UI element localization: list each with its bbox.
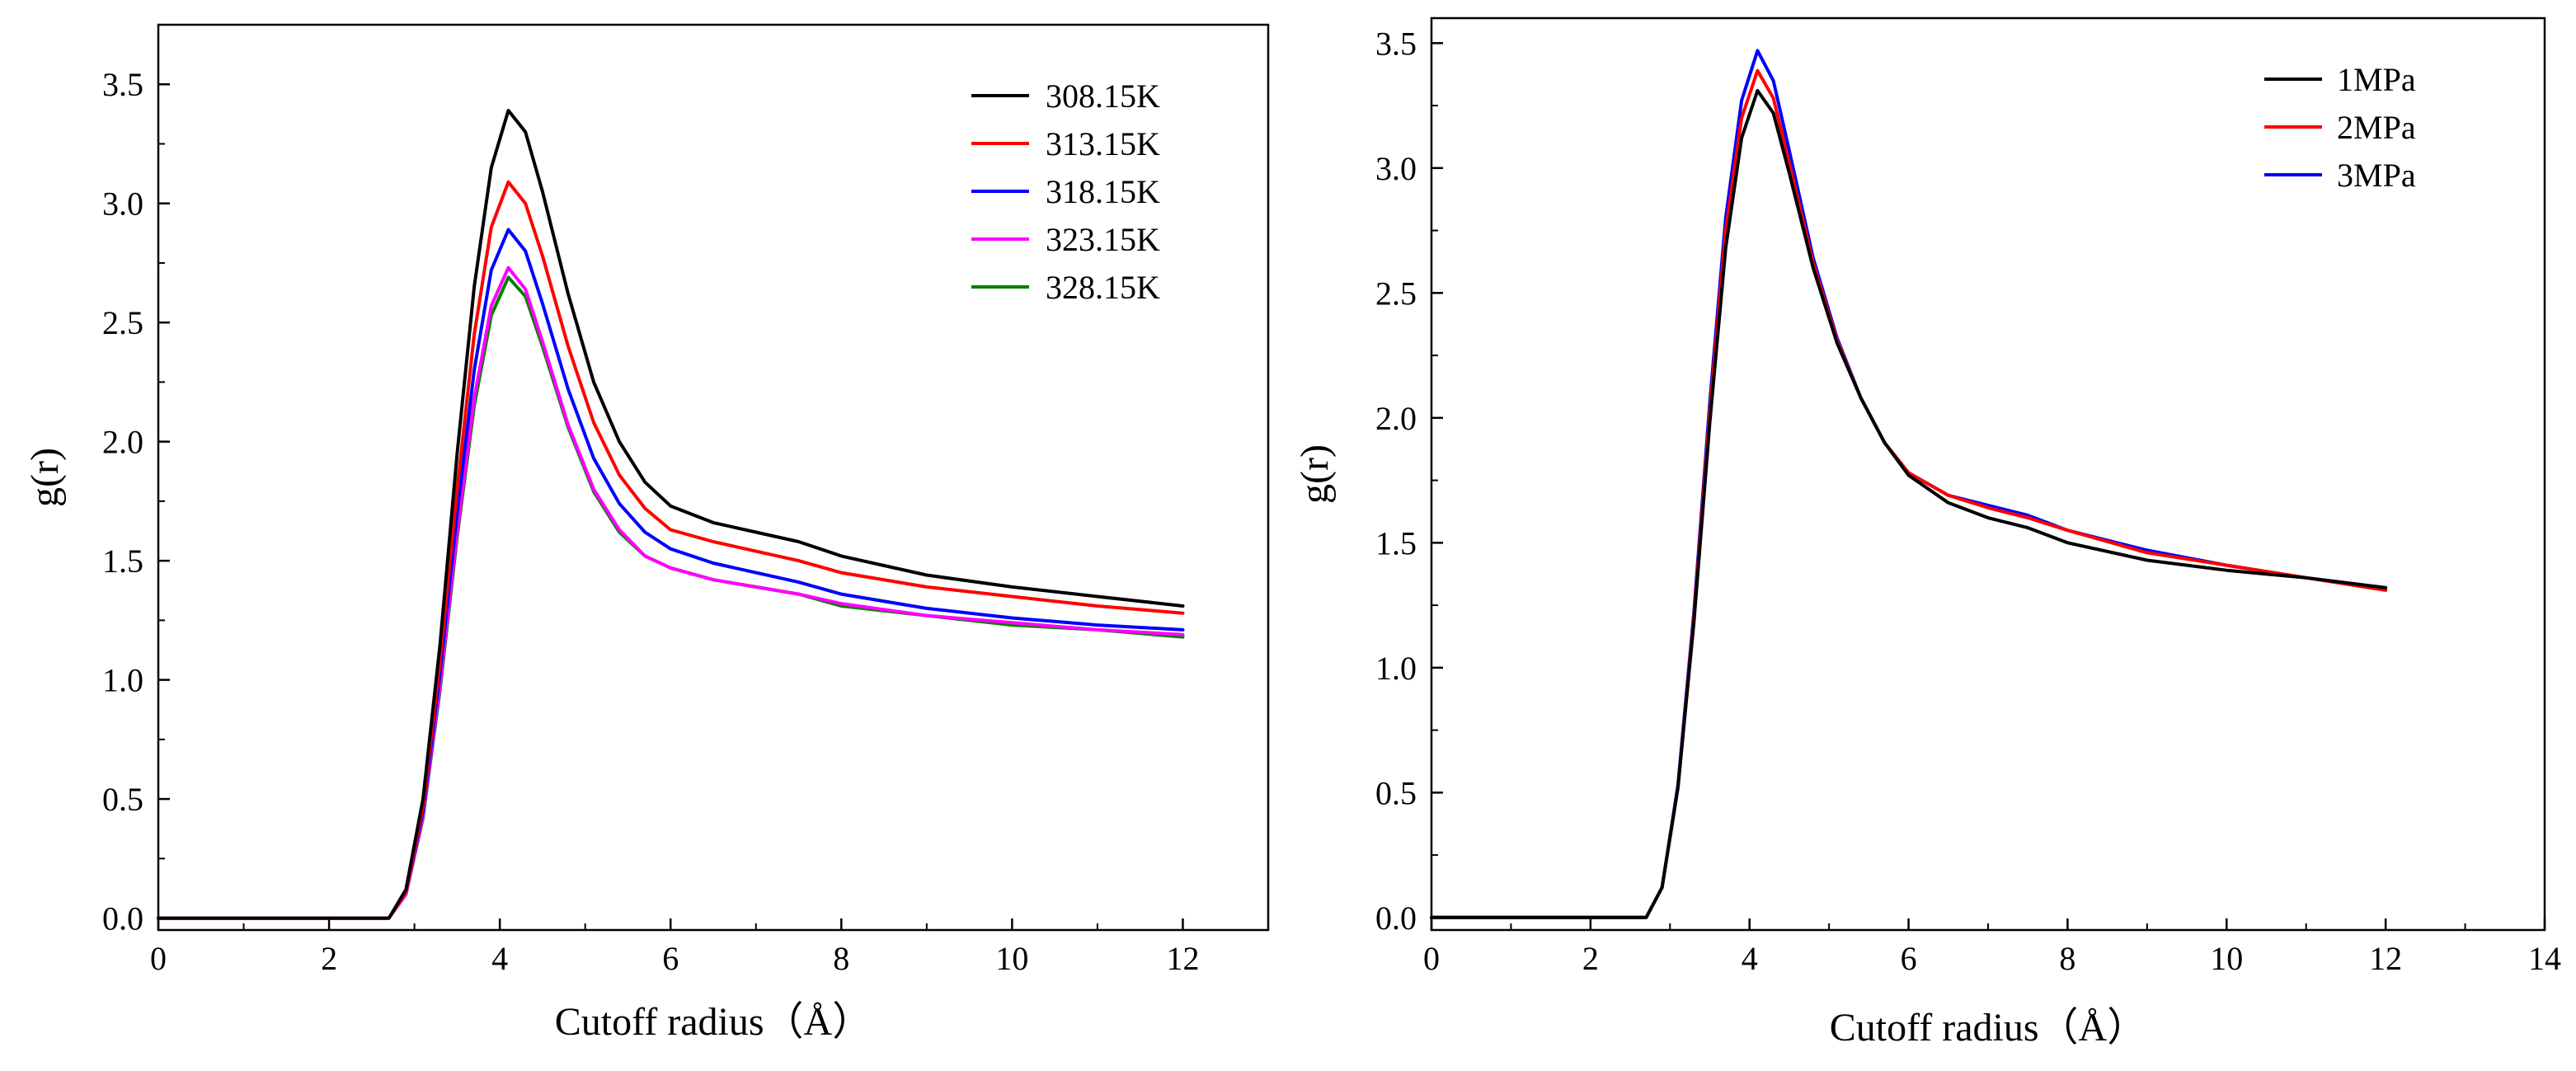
x-tick-label: 6 [1901,940,1917,977]
y-tick-label: 1.0 [102,662,143,699]
x-tick-label: 12 [2369,940,2402,977]
legend-label-328.15K: 328.15K [1046,269,1160,306]
plot-frame [1430,16,2546,932]
left-chart-panel: 0 2 4 6 8 10 12 0.0 0.5 1.0 1.5 2.0 2.5 3.0 3.5 Cutoff … [23,23,1270,1044]
series-line-323.15K [157,265,1185,920]
y-tick-label: 0.0 [1375,900,1417,937]
x-axis-title: Cutoff radius（Å） [1830,1006,2146,1050]
legend: 1MPa 2MPa 3MPa [2264,61,2416,194]
y-tick-label: 2.0 [102,424,143,461]
x-tick-label: 8 [833,940,849,977]
legend-label-308.15K: 308.15K [1046,78,1160,115]
series-line-318.15K [157,228,1185,920]
y-tick-label: 3.5 [102,66,143,103]
legend-label-2MPa: 2MPa [2337,109,2416,146]
series-line-3MPa [1430,49,2388,919]
x-tick-label: 0 [1423,940,1440,977]
right-chart-panel: 0 2 4 6 8 10 12 14 0.0 0.5 1.0 1.5 2.0 2.5 3.0 3.5 Cutof… [1293,16,2561,1050]
y-tick-label: 0.0 [102,900,143,937]
legend: 308.15K 313.15K 318.15K 323.15K 328.15K [971,78,1160,306]
y-tick-label: 1.5 [1375,524,1417,561]
x-tick-label: 4 [491,940,508,977]
legend-label-323.15K: 323.15K [1046,221,1160,258]
x-tick-label: 8 [2059,940,2075,977]
x-tick-label: 10 [995,940,1028,977]
x-tick-label: 12 [1166,940,1199,977]
series-line-2MPa [1430,68,2388,919]
plot-frame [157,23,1270,932]
x-tick-label: 10 [2210,940,2243,977]
x-tick-label: 14 [2528,940,2561,977]
y-tick-label: 1.5 [102,543,143,580]
x-tick-label: 2 [1582,940,1599,977]
x-tick-label: 2 [321,940,337,977]
x-tick-label: 4 [1742,940,1758,977]
y-axis-title: g(r) [1293,444,1337,504]
legend-label-3MPa: 3MPa [2337,157,2416,194]
x-tick-label: 6 [662,940,679,977]
x-axis-title: Cutoff radius（Å） [555,1000,872,1044]
series-line-313.15K [157,180,1185,920]
y-tick-label: 2.5 [1375,275,1417,312]
x-tick-label: 0 [150,940,167,977]
y-axis-title: g(r) [23,448,67,507]
y-tick-label: 1.0 [1375,650,1417,687]
y-tick-label: 0.5 [102,781,143,818]
legend-label-313.15K: 313.15K [1046,125,1160,162]
y-tick-label: 2.5 [102,304,143,341]
y-tick-label: 2.0 [1375,400,1417,437]
legend-label-318.15K: 318.15K [1046,173,1160,210]
series-group [1430,49,2388,919]
y-tick-label: 3.0 [1375,150,1417,187]
y-tick-label: 0.5 [1375,774,1417,811]
series-group [157,109,1185,920]
legend-label-1MPa: 1MPa [2337,61,2416,98]
y-tick-label: 3.5 [1375,25,1417,62]
series-line-1MPa [1430,88,2388,919]
series-line-308.15K [157,109,1185,920]
y-tick-label: 3.0 [102,186,143,223]
